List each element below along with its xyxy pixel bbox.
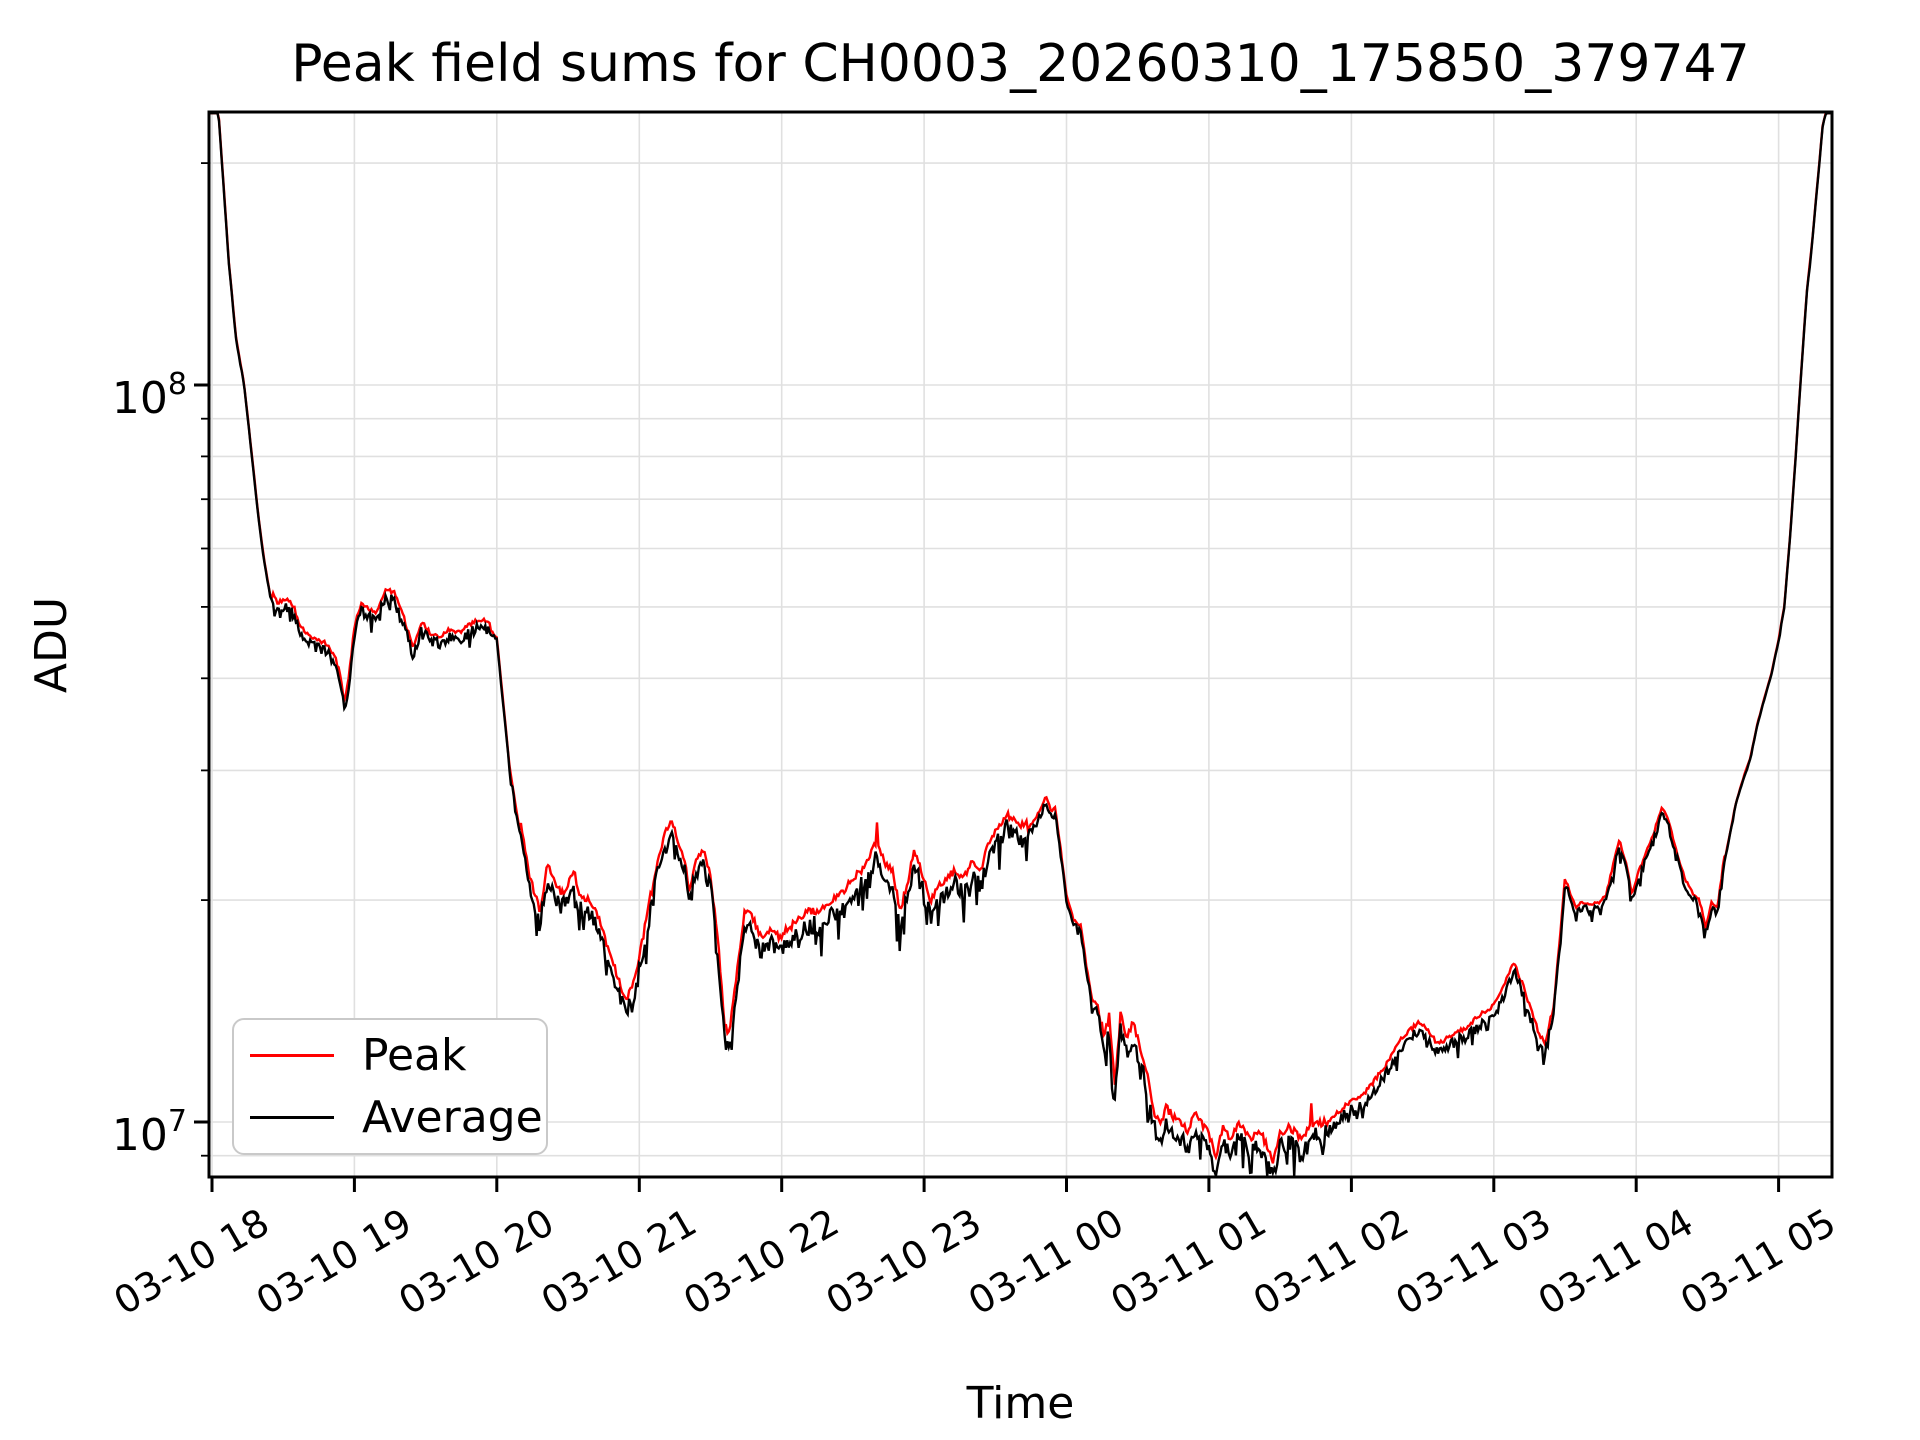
- x-tick-label: 03-11 04: [1531, 1200, 1701, 1324]
- x-tick-label: 03-10 23: [819, 1200, 989, 1324]
- y-tick-label-1e7: 107: [111, 1104, 188, 1161]
- x-tick-label: 03-10 21: [534, 1200, 704, 1324]
- x-axis-label: Time: [966, 1378, 1075, 1429]
- x-tick-label: 03-10 19: [249, 1200, 419, 1324]
- x-tick-label: 03-10 20: [391, 1200, 561, 1324]
- x-tick-label: 03-10 18: [107, 1200, 277, 1324]
- x-tick-label: 03-10 22: [676, 1200, 846, 1324]
- legend-label-peak: Peak: [362, 1030, 467, 1082]
- y-tick-label-1e8: 108: [111, 367, 188, 424]
- x-tick-label: 03-11 05: [1673, 1200, 1843, 1324]
- legend: Peak Average: [232, 1018, 548, 1155]
- plot-spines: [207, 110, 1834, 1179]
- x-tick-label: 03-11 01: [1103, 1200, 1273, 1324]
- legend-item-average: Average: [250, 1092, 546, 1143]
- series-average-line: [209, 111, 1832, 1178]
- chart-title: Peak field sums for CH0003_20260310_1758…: [291, 34, 1750, 94]
- legend-item-peak: Peak: [250, 1030, 546, 1081]
- x-tick-label: 03-11 03: [1388, 1200, 1558, 1324]
- x-tick-label: 03-11 02: [1246, 1200, 1416, 1324]
- legend-line-sample-average: [250, 1115, 334, 1119]
- legend-label-average: Average: [362, 1091, 543, 1143]
- y-axis-label: ADU: [26, 596, 77, 694]
- x-tick-label: 03-11 00: [961, 1200, 1131, 1324]
- legend-line-sample-peak: [250, 1054, 334, 1058]
